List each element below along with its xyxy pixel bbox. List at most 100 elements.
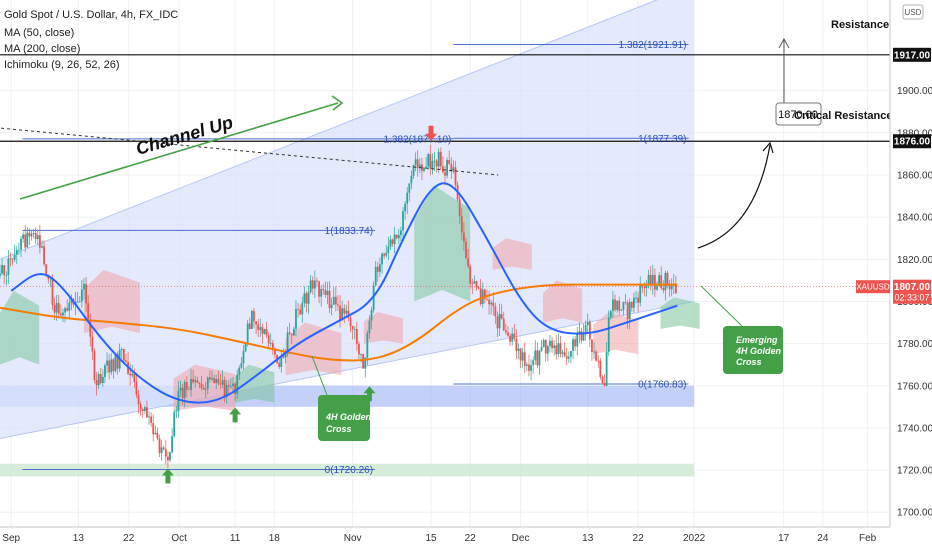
candle-body (347, 310, 350, 318)
candle-body (383, 253, 386, 256)
y-tick-label: 1720.00 (897, 466, 932, 477)
candle-body (658, 275, 661, 287)
candle-body (395, 234, 398, 239)
ma200-line (0, 283, 678, 362)
candle-body (509, 335, 511, 342)
candle-body (59, 313, 62, 316)
candle-body (250, 310, 253, 329)
candle-body (467, 258, 469, 267)
horizontal-lines (0, 54, 890, 288)
x-tick-label: 11 (230, 533, 241, 544)
candle-body (588, 321, 591, 340)
candle-body (479, 288, 482, 305)
candle-body (641, 285, 644, 288)
y-tick-label: 1740.00 (897, 423, 932, 434)
candle-body (570, 350, 572, 357)
candle-body (240, 363, 243, 368)
candle-body (521, 352, 524, 361)
candle-body (555, 345, 558, 355)
candle-body (379, 264, 381, 272)
y-tick-label: 1860.00 (897, 170, 932, 181)
candle-body (43, 246, 45, 265)
indicator-ichimoku[interactable]: Ichimoku (9, 26, 52, 26) (4, 59, 120, 71)
candle-body (150, 416, 153, 424)
candle-body (309, 280, 312, 293)
candle-body (162, 447, 165, 450)
candle-body (370, 310, 373, 321)
candle-body (574, 339, 577, 347)
candle-body (181, 387, 184, 399)
candle-body (427, 154, 430, 167)
candle-body (68, 303, 71, 311)
candle-body (51, 278, 54, 305)
candle-body (454, 167, 457, 186)
candle-body (80, 289, 83, 302)
candle-body (591, 339, 593, 353)
candle-body (55, 302, 58, 313)
candle-body (647, 274, 650, 285)
candle-body (3, 265, 6, 276)
candle-body (462, 232, 465, 242)
candle-body (381, 253, 383, 265)
candle-body (53, 304, 56, 313)
candle-body (257, 324, 260, 330)
down-arrow-marker (425, 125, 438, 141)
candle-body (125, 360, 127, 363)
candle-body (339, 305, 341, 321)
candle-body (626, 302, 629, 320)
cloud-segment (83, 269, 140, 334)
channel-lower-line (0, 300, 695, 439)
candle-body (393, 234, 396, 244)
candle-body (528, 364, 530, 371)
x-tick-label: Sep (2, 533, 20, 544)
candle-body (507, 332, 509, 336)
legend[interactable]: Gold Spot / U.S. Dollar, 4h, FX_IDC MA (… (4, 9, 178, 71)
target-box-value: 1870.00 (778, 109, 818, 121)
x-tick-label: 13 (582, 533, 594, 544)
candle-body (280, 355, 283, 368)
candle-body (622, 302, 625, 310)
candle-body (551, 340, 553, 349)
candle-body (1, 265, 3, 274)
candle-body (284, 354, 287, 358)
candle-body (605, 351, 608, 386)
candle-body (255, 321, 257, 325)
candle-body (328, 290, 331, 309)
candle-body (442, 166, 444, 173)
candle-body (341, 308, 344, 321)
candle-body (70, 299, 73, 304)
candle-body (286, 332, 289, 355)
candle-body (465, 241, 467, 259)
x-axis[interactable]: Sep 13 22 Oct 11 18 Nov 15 22 Dec 13 22 2022 17 24 Feb (0, 526, 932, 550)
x-tick-label: 18 (269, 533, 281, 544)
emerging-cross-line-2: 4H Golden (735, 346, 782, 356)
y-axis[interactable]: 1700.001720.001740.001760.001780.001800.… (889, 0, 932, 527)
candle-body (148, 416, 150, 418)
indicator-ma200[interactable]: MA (200, close) (4, 43, 80, 55)
candle-body (584, 325, 587, 335)
candle-body (351, 326, 354, 330)
cloud-segment (492, 238, 532, 270)
y-tick-label: 1880.00 (897, 128, 932, 139)
up-arrow-marker (363, 386, 376, 402)
candle-body (95, 380, 98, 386)
x-tick-label: 22 (633, 533, 645, 544)
candle-body (534, 350, 537, 361)
candle-body (188, 389, 190, 391)
fib-label: 0(1760.83) (638, 380, 686, 391)
candle-body (36, 235, 39, 240)
candle-body (192, 379, 195, 383)
cloud-segment (660, 297, 700, 329)
candle-body (674, 283, 677, 294)
candle-body (444, 172, 446, 176)
tag-countdown: 02:33:07 (894, 293, 929, 303)
candle-body (666, 272, 669, 284)
candle-body (301, 302, 304, 315)
candle-body (452, 167, 455, 172)
candle-body (607, 317, 610, 352)
indicator-ma50[interactable]: MA (50, close) (4, 27, 74, 39)
candle-body (397, 234, 400, 239)
candle-body (146, 407, 148, 418)
candle-body (307, 292, 310, 304)
